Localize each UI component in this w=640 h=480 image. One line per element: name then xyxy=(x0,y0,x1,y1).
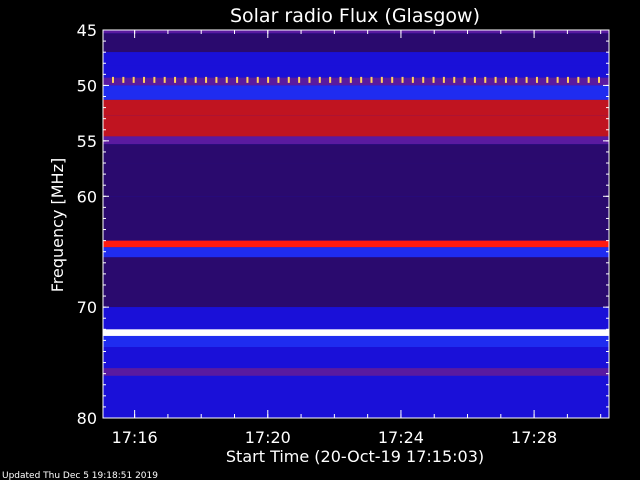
periodic-spike xyxy=(556,76,559,83)
plot-frame xyxy=(102,29,610,419)
periodic-spike xyxy=(598,76,600,83)
periodic-spike xyxy=(308,76,311,83)
heatmap-area xyxy=(102,29,610,419)
periodic-spike xyxy=(391,76,394,83)
periodic-spike xyxy=(442,76,445,83)
y-axis-label: Frequency [MHz] xyxy=(48,158,67,292)
periodic-spike xyxy=(225,76,228,83)
frequency-band-16 xyxy=(103,329,609,336)
periodic-spike xyxy=(329,76,332,83)
frequency-band-5 xyxy=(103,85,609,100)
frequency-band-14 xyxy=(103,257,609,308)
periodic-spike xyxy=(318,76,321,83)
periodic-spike xyxy=(246,76,249,83)
frequency-band-12 xyxy=(103,240,609,248)
frequency-band-13 xyxy=(103,247,609,258)
frequency-band-0 xyxy=(103,30,609,34)
periodic-spike xyxy=(122,76,125,83)
frequency-band-15 xyxy=(103,307,609,330)
periodic-spike xyxy=(349,76,352,83)
periodic-spike xyxy=(205,76,208,83)
frequency-band-6 xyxy=(103,99,609,116)
periodic-spike xyxy=(174,76,177,83)
y-tick-label: 55 xyxy=(77,132,97,151)
periodic-spike xyxy=(267,76,270,83)
frequency-band-7 xyxy=(103,115,609,137)
periodic-spike xyxy=(298,76,301,83)
periodic-spike xyxy=(546,76,549,83)
periodic-spike xyxy=(360,76,363,83)
periodic-spike xyxy=(132,76,135,83)
periodic-spike xyxy=(194,76,197,83)
periodic-spike xyxy=(236,76,239,83)
periodic-spike xyxy=(535,76,538,83)
frequency-band-20 xyxy=(103,375,609,418)
periodic-spike xyxy=(153,76,156,83)
periodic-spike xyxy=(484,76,487,83)
periodic-spike xyxy=(473,76,476,83)
y-tick-label: 60 xyxy=(77,187,97,206)
frequency-band-1 xyxy=(103,33,609,53)
periodic-spike xyxy=(339,76,342,83)
x-tick-label: 17:24 xyxy=(378,428,424,447)
periodic-spike xyxy=(566,76,569,83)
x-tick-label: 17:16 xyxy=(112,428,158,447)
y-tick-label: 45 xyxy=(77,21,97,40)
x-tick-label: 17:28 xyxy=(511,428,557,447)
periodic-spike xyxy=(411,76,414,83)
periodic-spike xyxy=(515,76,518,83)
y-tick-label: 50 xyxy=(77,76,97,95)
y-tick-label: 70 xyxy=(77,298,97,317)
periodic-spike xyxy=(453,76,456,83)
frequency-band-4 xyxy=(103,77,609,86)
frequency-band-11 xyxy=(103,196,609,241)
periodic-spike xyxy=(401,76,404,83)
periodic-spike xyxy=(277,76,280,83)
periodic-spike xyxy=(494,76,497,83)
periodic-spike xyxy=(380,76,383,83)
periodic-spike xyxy=(163,76,166,83)
periodic-spike xyxy=(577,76,580,83)
x-tick-label: 17:20 xyxy=(245,428,291,447)
frequency-band-9 xyxy=(103,144,609,164)
x-axis-label: Start Time (20-Oct-19 17:15:03) xyxy=(226,447,484,466)
periodic-spike xyxy=(256,76,259,83)
frequency-band-17 xyxy=(103,335,609,348)
periodic-spike xyxy=(143,76,146,83)
frequency-band-18 xyxy=(103,347,609,369)
updated-timestamp: Updated Thu Dec 5 19:18:51 2019 xyxy=(2,471,158,480)
frequency-band-8 xyxy=(103,136,609,145)
periodic-spike xyxy=(422,76,425,83)
frequency-band-2 xyxy=(103,52,609,66)
periodic-spike xyxy=(370,76,373,83)
x-axis: 17:16 17:20 17:24 17:28 xyxy=(112,30,602,447)
periodic-spike xyxy=(587,76,590,83)
periodic-spike xyxy=(525,76,528,83)
periodic-spike xyxy=(432,76,435,83)
periodic-spike xyxy=(287,76,290,83)
periodic-spike xyxy=(184,76,187,83)
y-axis: 45 50 55 60 70 80 xyxy=(77,21,609,428)
chart-title: Solar radio Flux (Glasgow) xyxy=(230,5,480,27)
frequency-band-3 xyxy=(103,65,609,78)
periodic-spike xyxy=(463,76,466,83)
frequency-band-19 xyxy=(103,368,609,376)
y-tick-label: 80 xyxy=(77,409,97,428)
periodic-spike xyxy=(215,76,218,83)
periodic-spike xyxy=(504,76,507,83)
periodic-spike xyxy=(112,76,114,83)
frequency-band-10 xyxy=(103,163,609,197)
